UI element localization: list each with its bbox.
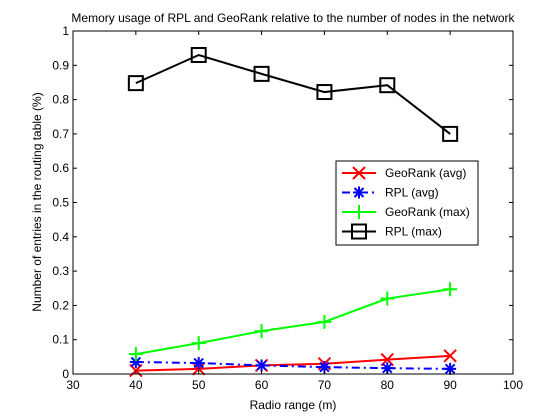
y-tick-label-8: 0.8 bbox=[52, 93, 69, 107]
data-point-3-2 bbox=[253, 65, 270, 82]
legend: GeoRank (avg) RPL (avg) GeoRank (max) RPL (… bbox=[335, 160, 479, 246]
y-tick-label-7: 0.7 bbox=[52, 127, 69, 141]
y-axis-label: Number of entries in the routing table (… bbox=[30, 92, 44, 311]
data-point-2-1 bbox=[191, 336, 206, 351]
x-tick-label-4: 70 bbox=[318, 378, 332, 392]
series-line-0 bbox=[135, 354, 451, 372]
legend-marker-0 bbox=[352, 166, 366, 180]
legend-label-2: GeoRank (max) bbox=[385, 205, 470, 219]
y-tick-label-1: 0.1 bbox=[52, 333, 69, 347]
legend-label-1: RPL (avg) bbox=[385, 186, 439, 200]
legend-marker-1 bbox=[353, 186, 365, 199]
data-point-1-4 bbox=[381, 362, 394, 375]
data-point-3-3 bbox=[316, 84, 333, 101]
legend-label-0: GeoRank (avg) bbox=[385, 166, 466, 180]
series-line-2 bbox=[135, 288, 451, 356]
y-tick-label-4: 0.4 bbox=[52, 230, 69, 244]
data-point-2-4 bbox=[380, 291, 395, 306]
x-tick-label-1: 40 bbox=[129, 378, 143, 392]
x-tick-label-7: 100 bbox=[503, 378, 523, 392]
y-tick-label-5: 0.5 bbox=[52, 196, 69, 210]
series-line-3 bbox=[135, 53, 451, 135]
x-tick-label-0: 30 bbox=[66, 378, 80, 392]
y-tick-label-2: 0.2 bbox=[52, 298, 69, 312]
data-point-2-2 bbox=[254, 324, 269, 339]
chart-title: Memory usage of RPL and GeoRank relative… bbox=[71, 11, 515, 25]
series-layer bbox=[127, 47, 459, 378]
x-tick-label-6: 90 bbox=[443, 378, 457, 392]
series-line-1 bbox=[135, 360, 451, 370]
legend-marker-2 bbox=[352, 205, 366, 219]
data-point-2-5 bbox=[443, 282, 458, 297]
y-tick-label-0: 0 bbox=[62, 367, 69, 381]
legend-label-3: RPL (max) bbox=[385, 225, 442, 239]
x-tick-label-3: 60 bbox=[255, 378, 269, 392]
data-point-3-5 bbox=[442, 125, 459, 142]
series-2 bbox=[128, 282, 458, 362]
data-point-3-4 bbox=[379, 77, 396, 94]
data-point-3-0 bbox=[127, 75, 144, 92]
legend-marker-3 bbox=[351, 223, 367, 240]
y-tick-label-6: 0.6 bbox=[52, 161, 69, 175]
axes-layer: 30 40 50 60 70 80 90 100 0 0.1 0.2 0.3 0.4 0.5 0.6 0.7 0… bbox=[52, 24, 523, 392]
data-point-2-0 bbox=[128, 347, 143, 362]
data-point-1-2 bbox=[255, 359, 268, 372]
x-axis-label: Radio range (m) bbox=[250, 398, 337, 412]
data-point-1-5 bbox=[444, 362, 457, 375]
series-3 bbox=[127, 47, 459, 142]
data-point-3-1 bbox=[190, 47, 207, 64]
data-point-2-3 bbox=[317, 314, 332, 329]
data-point-0-5 bbox=[443, 349, 457, 363]
y-tick-label-3: 0.3 bbox=[52, 264, 69, 278]
y-tick-label-10: 1 bbox=[62, 24, 69, 38]
y-tick-label-9: 0.9 bbox=[52, 58, 69, 72]
x-tick-label-2: 50 bbox=[192, 378, 206, 392]
x-tick-label-5: 80 bbox=[381, 378, 395, 392]
data-point-1-1 bbox=[192, 357, 205, 370]
